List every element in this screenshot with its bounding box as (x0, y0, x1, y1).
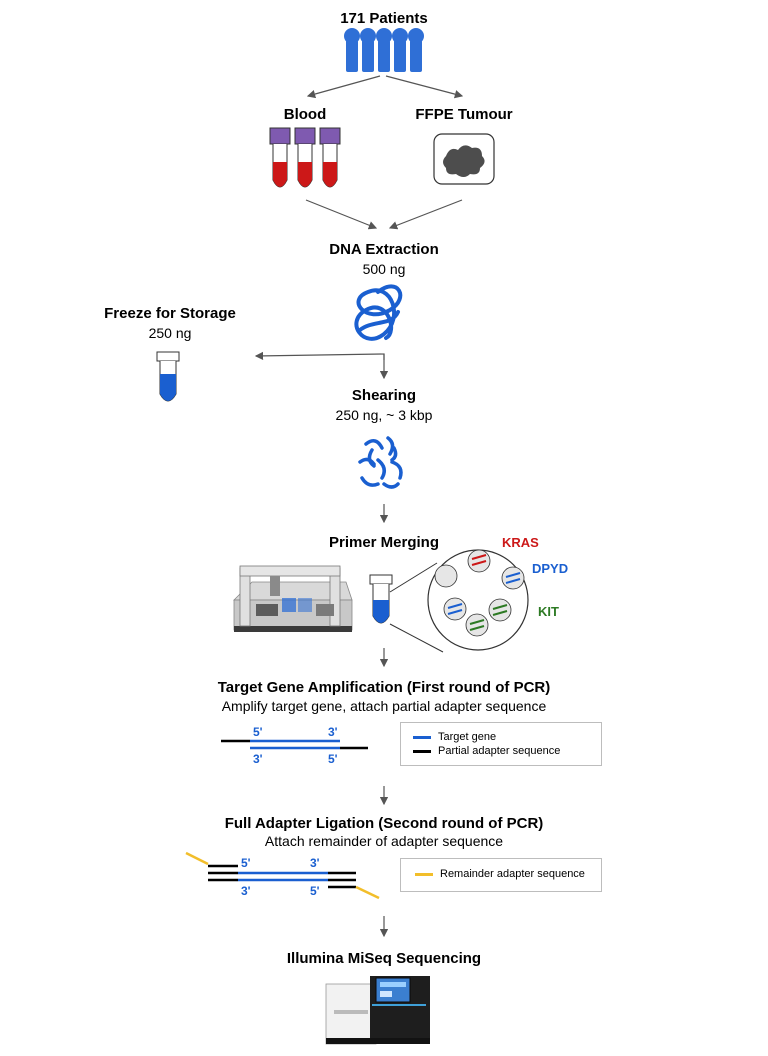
gene-label-kit: KIT (538, 604, 559, 619)
legend-swatch-blue (413, 735, 431, 739)
miseq-sequencer-icon (325, 976, 430, 1045)
liquid-handler-robot-icon (233, 565, 353, 632)
pcr1-title: Target Gene Amplification (First round o… (217, 679, 551, 696)
legend-swatch-black (413, 749, 431, 753)
tumour-icon (433, 133, 495, 185)
pcr1-subtitle: Amplify target gene, attach partial adap… (221, 698, 547, 714)
extraction-amount: 500 ng (362, 261, 406, 277)
pcr2-title: Full Adapter Ligation (Second round of P… (224, 815, 544, 832)
pcr1-label-3prime-top: 3' (328, 725, 338, 739)
patients-icon (344, 28, 424, 72)
ffpe-label: FFPE Tumour (415, 106, 513, 123)
flow-arrows (254, 75, 464, 938)
storage-tube-icon (156, 351, 180, 402)
shearing-title: Shearing (351, 387, 417, 404)
legend-item-target-gene: Target gene (413, 731, 496, 743)
legend-label: Partial adapter sequence (438, 745, 561, 757)
pcr2-label-3prime-top: 3' (310, 856, 320, 870)
pcr2-legend: Remainder adapter sequence (400, 858, 602, 892)
legend-label: Remainder adapter sequence (440, 868, 585, 880)
pcr1-label-3prime-bottom: 3' (253, 752, 263, 766)
pcr1-duplex (221, 739, 368, 750)
pcr2-label-5prime-top: 5' (241, 856, 251, 870)
pcr1-legend: Target gene Partial adapter sequence (400, 722, 602, 766)
legend-item-partial-adapter: Partial adapter sequence (413, 745, 560, 757)
sequencing-title: Illumina MiSeq Sequencing (286, 950, 482, 967)
pcr1-label-5prime-bottom: 5' (328, 752, 338, 766)
pcr2-subtitle: Attach remainder of adapter sequence (264, 833, 504, 849)
primer-title: Primer Merging (328, 534, 440, 551)
pcr2-label-3prime-bottom: 3' (241, 884, 251, 898)
extraction-title: DNA Extraction (329, 241, 439, 258)
primer-pool-magnifier (389, 549, 529, 653)
legend-item-remainder-adapter: Remainder adapter sequence (415, 868, 585, 880)
blood-label: Blood (283, 106, 327, 123)
freeze-amount: 250 ng (148, 325, 192, 341)
freeze-title: Freeze for Storage (104, 305, 236, 322)
patients-title: 171 Patients (340, 10, 428, 27)
blood-tubes-icon (269, 127, 341, 188)
pcr1-label-5prime-top: 5' (253, 725, 263, 739)
gene-label-dpyd: DPYD (532, 561, 569, 576)
sheared-dna-icon (358, 436, 403, 489)
legend-label: Target gene (438, 731, 497, 743)
pcr2-label-5prime-bottom: 5' (310, 884, 320, 898)
primer-tube-icon (369, 574, 393, 624)
shearing-detail: 250 ng, ~ 3 kbp (335, 407, 433, 423)
gene-label-kras: KRAS (502, 535, 539, 550)
legend-swatch-yellow (415, 872, 433, 876)
pcr2-duplex (185, 851, 380, 900)
dna-tangle-icon (354, 284, 403, 341)
